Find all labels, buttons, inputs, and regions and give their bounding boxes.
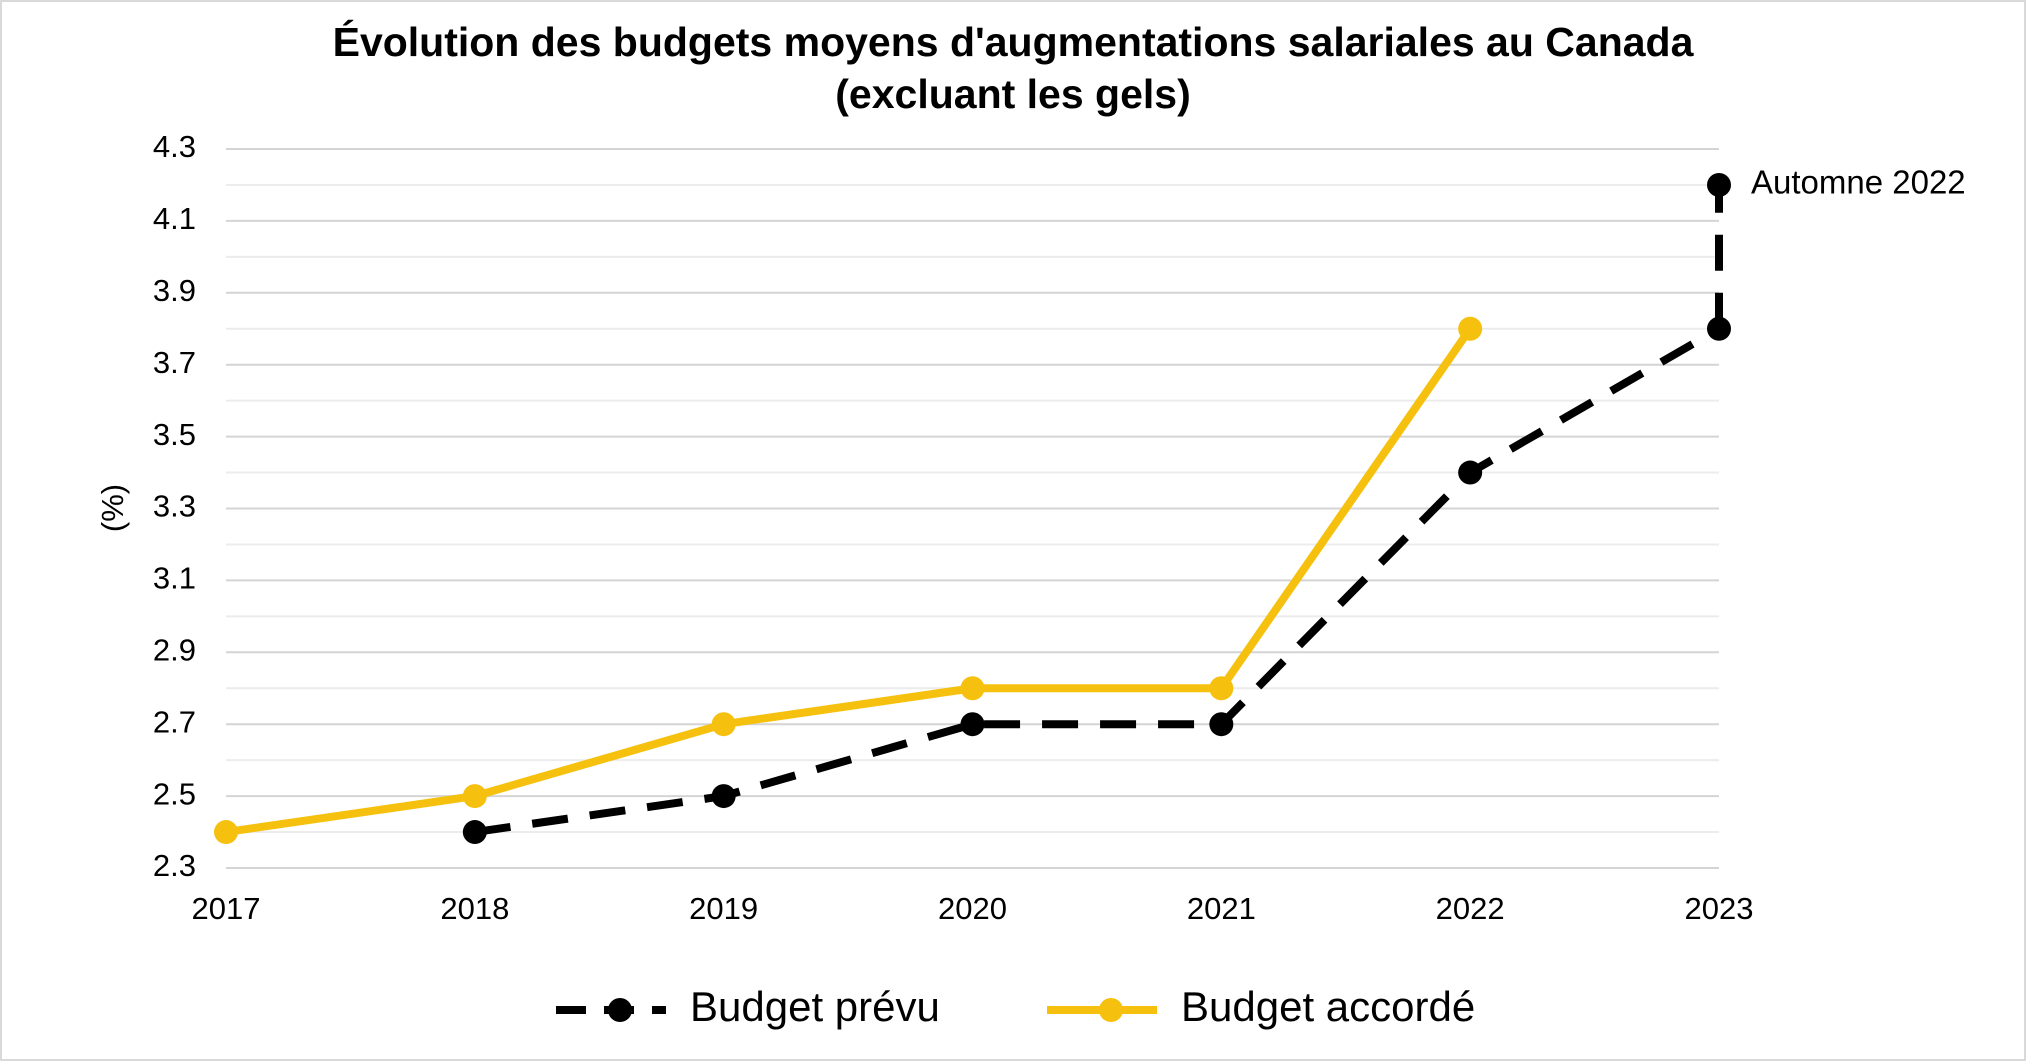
annotation-label: Automne 2022 bbox=[1751, 164, 1966, 201]
y-tick-label: 2.5 bbox=[153, 776, 196, 811]
y-tick-label: 4.3 bbox=[153, 129, 196, 164]
y-tick-label: 2.7 bbox=[153, 704, 196, 739]
y-tick-label: 2.9 bbox=[153, 632, 196, 667]
series-marker bbox=[462, 820, 487, 845]
x-tick-label: 2019 bbox=[689, 891, 758, 926]
x-tick-label: 2021 bbox=[1187, 891, 1256, 926]
series-marker bbox=[711, 784, 736, 809]
y-tick-label: 3.1 bbox=[153, 561, 196, 596]
chart-title: (excluant les gels) bbox=[835, 71, 1190, 117]
y-tick-label: 3.5 bbox=[153, 417, 196, 452]
series-marker bbox=[462, 784, 487, 809]
series-marker bbox=[711, 712, 736, 737]
series-marker bbox=[1458, 316, 1483, 341]
series-marker bbox=[1458, 460, 1483, 485]
legend-label: Budget prévu bbox=[690, 983, 940, 1030]
y-tick-label: 4.1 bbox=[153, 201, 196, 236]
legend-marker bbox=[1099, 998, 1123, 1022]
y-tick-label: 3.3 bbox=[153, 489, 196, 524]
series-marker bbox=[1209, 676, 1234, 701]
legend-marker bbox=[608, 998, 632, 1022]
series-marker bbox=[1209, 712, 1234, 737]
x-tick-label: 2018 bbox=[440, 891, 509, 926]
series-line bbox=[225, 326, 1474, 837]
legend-label: Budget accordé bbox=[1181, 983, 1475, 1030]
y-axis-label: (%) bbox=[95, 484, 130, 532]
y-tick-label: 3.9 bbox=[153, 273, 196, 308]
x-tick-label: 2020 bbox=[938, 891, 1007, 926]
series-line bbox=[474, 325, 1722, 837]
x-tick-label: 2022 bbox=[1436, 891, 1505, 926]
y-tick-label: 3.7 bbox=[153, 345, 196, 380]
x-tick-label: 2023 bbox=[1685, 891, 1754, 926]
chart-title: Évolution des budgets moyens d'augmentat… bbox=[333, 19, 1695, 65]
y-tick-label: 2.3 bbox=[153, 848, 196, 883]
x-tick-label: 2017 bbox=[192, 891, 261, 926]
series-marker bbox=[960, 712, 985, 737]
annotation-marker bbox=[1707, 172, 1731, 197]
series-marker bbox=[214, 820, 238, 845]
series-marker bbox=[960, 676, 985, 701]
